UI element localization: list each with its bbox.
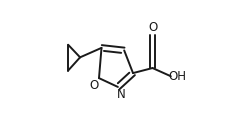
Text: O: O bbox=[89, 78, 98, 92]
Text: O: O bbox=[147, 21, 156, 34]
Text: OH: OH bbox=[168, 70, 186, 83]
Text: N: N bbox=[116, 88, 125, 101]
